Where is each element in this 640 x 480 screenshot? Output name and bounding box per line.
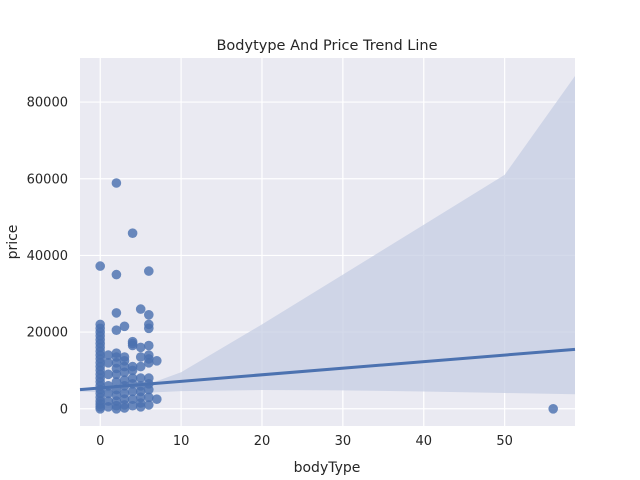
x-tick-label: 10: [173, 434, 190, 449]
data-point: [111, 404, 122, 414]
data-point: [103, 350, 114, 360]
data-point: [127, 365, 138, 376]
data-point: [127, 340, 138, 351]
y-tick-label: 0: [60, 402, 68, 417]
data-point: [119, 321, 130, 332]
x-tick-label: 20: [254, 434, 271, 449]
data-point: [135, 402, 146, 412]
y-tick-labels: 0 20000 40000 60000 80000: [27, 96, 68, 418]
x-tick-labels: 0 10 20 30 40 50: [96, 434, 513, 449]
data-point: [103, 388, 114, 399]
x-tick-label: 50: [496, 434, 513, 449]
data-point: [135, 352, 146, 362]
data-point: [95, 404, 105, 414]
data-point: [548, 404, 558, 414]
data-point: [119, 367, 130, 378]
data-point: [135, 342, 146, 353]
data-point: [111, 308, 122, 318]
confidence-band: [80, 76, 575, 395]
data-point: [144, 392, 154, 403]
y-tick-label: 40000: [27, 249, 68, 264]
data-point: [127, 386, 138, 397]
trend-line: [79, 347, 576, 392]
data-point: [111, 178, 122, 188]
data-point: [103, 402, 114, 412]
data-point: [152, 356, 162, 366]
data-point: [103, 369, 114, 380]
data-point: [144, 310, 154, 320]
data-point: [95, 261, 105, 271]
data-point: [111, 269, 122, 280]
y-axis-label: price: [5, 225, 21, 260]
data-point: [103, 358, 114, 368]
x-tick-label: 0: [96, 434, 104, 449]
data-point: [119, 403, 130, 413]
y-tick-label: 20000: [27, 326, 68, 341]
data-point: [111, 377, 122, 387]
data-point: [144, 400, 154, 410]
data-point: [144, 384, 154, 395]
data-point: [135, 304, 146, 314]
data-point: [144, 340, 154, 351]
chart-title: Bodytype And Price Trend Line: [216, 38, 437, 54]
data-point: [127, 228, 138, 238]
data-point: [111, 325, 122, 336]
y-tick-label: 80000: [27, 96, 68, 111]
y-tick-label: 60000: [27, 172, 68, 187]
data-point: [111, 369, 122, 380]
data-point: [144, 358, 154, 368]
grid-lines: [80, 58, 575, 426]
data-point: [152, 394, 162, 405]
data-point: [135, 373, 146, 383]
x-tick-label: 30: [335, 434, 352, 449]
x-tick-label: 40: [415, 434, 432, 449]
data-point: [144, 266, 154, 276]
x-axis-label: bodyType: [294, 460, 361, 476]
data-point: [144, 323, 154, 334]
data-point: [127, 400, 138, 411]
data-point: [135, 361, 146, 372]
